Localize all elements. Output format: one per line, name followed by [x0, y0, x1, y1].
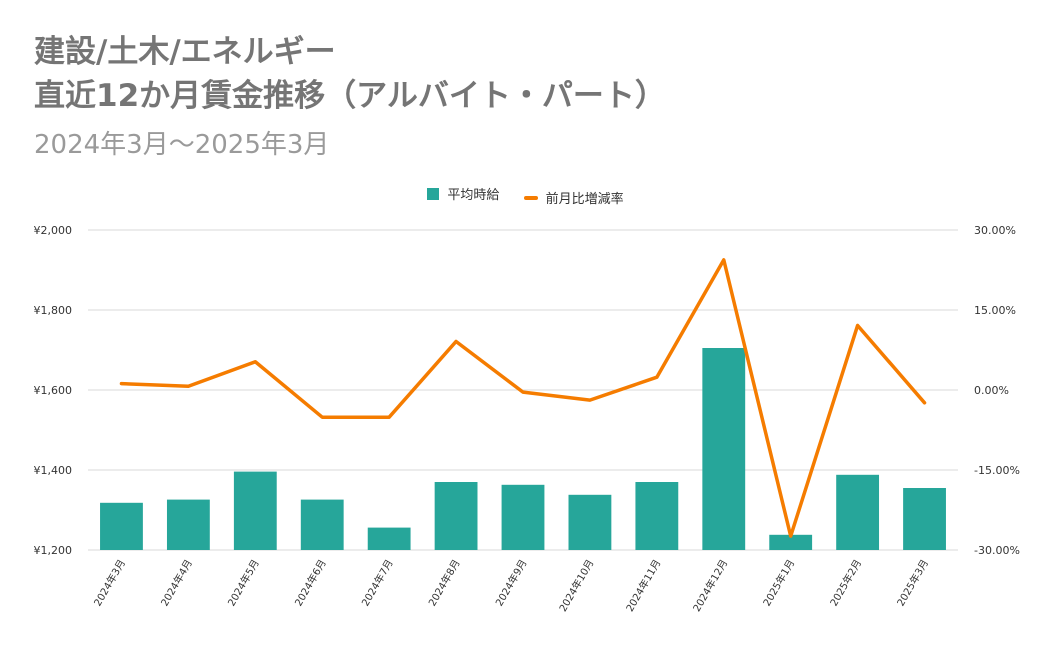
- legend-swatch-line: [523, 195, 538, 200]
- bar: [836, 474, 880, 550]
- chart-title-line1: 建設/土木/エネルギー: [34, 34, 336, 70]
- chart-title: 建設/土木/エネルギー 直近12か月賃金推移（アルバイト・パート）: [34, 30, 666, 118]
- y-right-tick-label: -30.00%: [974, 544, 1020, 557]
- bar: [434, 482, 478, 550]
- x-tick-label: 2025年2月: [827, 557, 864, 608]
- x-tick-label: 2024年10月: [556, 557, 596, 614]
- bar: [233, 471, 277, 550]
- chart-subtitle: 2024年3月～2025年3月: [34, 130, 330, 160]
- x-tick-label: 2024年5月: [225, 557, 262, 608]
- bar: [501, 484, 545, 550]
- y-left-tick-label: ¥2,000: [34, 224, 73, 237]
- x-tick-label: 2024年6月: [292, 557, 329, 608]
- bar: [166, 499, 210, 550]
- bar: [367, 527, 411, 550]
- bar: [702, 348, 746, 550]
- x-tick-label: 2024年4月: [158, 557, 195, 608]
- y-right-tick-label: 30.00%: [974, 224, 1016, 237]
- bar: [568, 494, 612, 550]
- x-tick-label: 2024年11月: [623, 557, 663, 614]
- bar: [903, 488, 946, 550]
- legend: 平均時給 前月比増減率: [0, 184, 1051, 207]
- x-tick-label: 2025年1月: [760, 557, 797, 608]
- y-right-tick-label: 0.00%: [974, 384, 1009, 397]
- x-tick-label: 2024年12月: [690, 557, 730, 614]
- chart-title-line2: 直近12か月賃金推移（アルバイト・パート）: [34, 78, 666, 114]
- y-right-tick-label: 15.00%: [974, 304, 1016, 317]
- x-tick-label: 2024年7月: [359, 557, 396, 608]
- legend-swatch-bar: [427, 187, 440, 200]
- series-line: [119, 258, 927, 538]
- x-tick-label: 2024年8月: [426, 557, 463, 608]
- bar: [635, 482, 679, 550]
- x-tick-label: 2024年3月: [91, 557, 128, 608]
- x-tick-label: 2024年9月: [492, 557, 529, 608]
- legend-label-line: 前月比増減率: [545, 192, 624, 207]
- legend-item-bar: 平均時給: [427, 184, 499, 203]
- y-left-tick-label: ¥1,400: [34, 464, 73, 477]
- bar: [100, 502, 143, 550]
- y-left-tick-label: ¥1,200: [34, 544, 73, 557]
- y-left-tick-label: ¥1,600: [34, 384, 73, 397]
- y-right-tick-label: -15.00%: [974, 464, 1020, 477]
- bar: [769, 534, 813, 550]
- y-left-tick-label: ¥1,800: [34, 304, 73, 317]
- bar: [300, 499, 344, 550]
- legend-label-bar: 平均時給: [447, 188, 500, 203]
- x-tick-label: 2025年3月: [894, 557, 931, 608]
- legend-item-line: 前月比増減率: [523, 188, 624, 207]
